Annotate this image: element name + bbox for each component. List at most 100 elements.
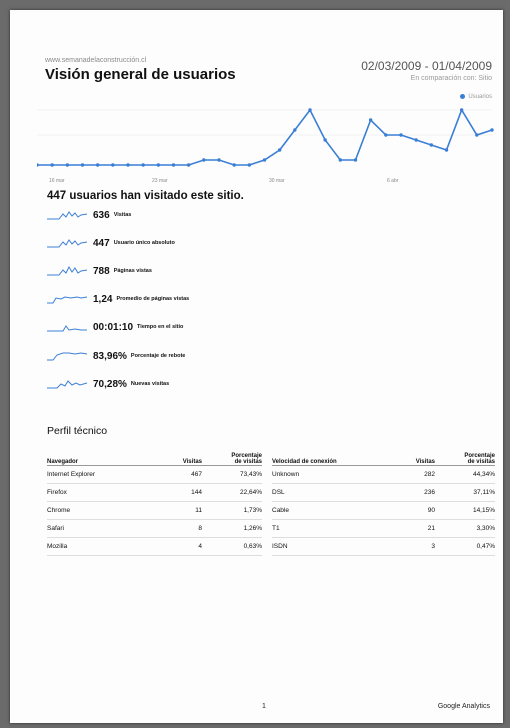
metric-label: Nuevas visitas — [130, 381, 170, 387]
metric-value: 788 — [93, 265, 110, 277]
metric-row: 447 Usuario único absoluto — [47, 235, 175, 251]
metric-row: 1,24 Promedio de páginas vistas — [47, 291, 189, 307]
row-label: Safari — [47, 519, 157, 538]
row-label: Cable — [272, 501, 390, 520]
metric-label: Tiempo en el sitio — [137, 324, 184, 330]
table-row: DSL 236 37,11% — [272, 483, 495, 502]
row-visits: 11 — [157, 501, 202, 520]
row-percent: 1,73% — [202, 501, 262, 520]
row-label: DSL — [272, 483, 390, 502]
sparkline-icon — [47, 352, 88, 361]
sparkline-icon — [47, 211, 88, 220]
metric-value: 00:01:10 — [93, 321, 134, 333]
data-point — [126, 163, 130, 167]
metric-value: 70,28% — [93, 378, 127, 390]
table-row: Mozilla 4 0,63% — [47, 537, 262, 556]
comparison-label: En comparación con: Sitio — [410, 75, 492, 82]
table-row: Cable 90 14,15% — [272, 501, 495, 520]
metric-row: 83,96% Porcentaje de rebote — [47, 348, 185, 364]
table-row: Chrome 11 1,73% — [47, 501, 262, 520]
row-percent: 1,26% — [202, 519, 262, 538]
row-label: Internet Explorer — [47, 465, 157, 484]
data-point — [80, 163, 85, 167]
col-header: Porcentaje de visitas — [435, 445, 495, 466]
row-label: Chrome — [47, 501, 157, 520]
metric-value: 83,96% — [93, 350, 127, 362]
data-point — [475, 133, 479, 137]
sparkline-icon — [47, 265, 88, 276]
metric-value: 1,24 — [93, 293, 113, 305]
users-line-chart: 16 mar 23 mar 30 mar 6 abr — [37, 108, 494, 184]
col-header-text: Porcentaje de visitas — [464, 453, 495, 465]
x-tick-label: 30 mar — [269, 178, 285, 184]
sparkline-icon — [47, 296, 88, 304]
row-percent: 3,30% — [435, 519, 495, 538]
row-label: ISDN — [272, 537, 390, 556]
data-point — [353, 158, 358, 162]
col-header: Velocidad de conexión — [272, 445, 390, 466]
metric-row: 70,28% Nuevas visitas — [47, 376, 169, 392]
table-row: Firefox 144 22,64% — [47, 483, 262, 502]
data-point — [111, 163, 115, 167]
data-point — [414, 138, 418, 142]
chart-legend: Usuarios — [460, 94, 492, 100]
report-page: www.semanadelaconstrucción.cl Visión gen… — [10, 10, 503, 723]
x-tick-label: 16 mar — [49, 178, 65, 184]
data-point — [262, 158, 267, 162]
row-percent: 73,43% — [202, 465, 262, 484]
data-point — [308, 108, 312, 112]
row-percent: 0,63% — [202, 537, 262, 556]
metric-label: Porcentaje de rebote — [130, 353, 186, 359]
row-label: Mozilla — [47, 537, 157, 556]
data-point — [384, 133, 388, 137]
data-point — [338, 158, 343, 162]
row-visits: 8 — [157, 519, 202, 538]
col-header: Visitas — [390, 445, 435, 466]
footer-brand: Google Analytics — [437, 703, 490, 710]
series-line — [37, 108, 493, 166]
metric-label: Visitas — [113, 212, 132, 218]
row-visits: 3 — [390, 537, 435, 556]
data-point — [429, 143, 434, 147]
x-tick-label: 23 mar — [152, 178, 168, 184]
section-title: Perfil técnico — [47, 425, 108, 437]
data-point — [141, 163, 145, 167]
site-url: www.semanadelaconstrucción.cl — [45, 57, 147, 64]
data-point — [156, 163, 161, 167]
row-label: Firefox — [47, 483, 157, 502]
col-header: Visitas — [157, 445, 202, 466]
metric-value: 447 — [93, 237, 110, 249]
data-point — [323, 138, 327, 142]
data-point — [247, 163, 252, 167]
x-tick-label: 6 abr — [387, 178, 399, 184]
row-visits: 144 — [157, 483, 202, 502]
data-point — [277, 148, 282, 152]
row-percent: 44,34% — [435, 465, 495, 484]
sparkline-icon — [47, 325, 87, 332]
date-range: 02/03/2009 - 01/04/2009 — [361, 59, 492, 73]
data-point — [293, 128, 297, 132]
data-point — [232, 163, 236, 167]
data-point — [368, 118, 373, 122]
data-point — [37, 163, 39, 167]
data-point — [399, 133, 403, 137]
row-label: T1 — [272, 519, 390, 538]
row-label: Unknown — [272, 465, 390, 484]
metric-value: 636 — [93, 209, 110, 221]
connection-table: Velocidad de conexión Visitas Porcentaje… — [272, 445, 495, 556]
browser-table: Navegador Visitas Porcentaje de visitas … — [47, 445, 262, 556]
data-point — [171, 163, 176, 167]
row-visits: 236 — [390, 483, 435, 502]
metric-label: Usuario único absoluto — [113, 240, 175, 246]
page-number: 1 — [262, 703, 266, 710]
data-point — [50, 163, 54, 167]
col-header-text: Porcentaje de visitas — [231, 453, 262, 465]
table-row: Unknown 282 44,34% — [272, 465, 495, 484]
row-percent: 37,11% — [435, 483, 495, 502]
legend-label: Usuarios — [468, 94, 492, 101]
table-row: Safari 8 1,26% — [47, 519, 262, 538]
metric-label: Promedio de páginas vistas — [116, 296, 190, 302]
data-point — [202, 158, 206, 162]
row-percent: 14,15% — [435, 501, 495, 520]
legend-dot-icon — [460, 94, 466, 99]
